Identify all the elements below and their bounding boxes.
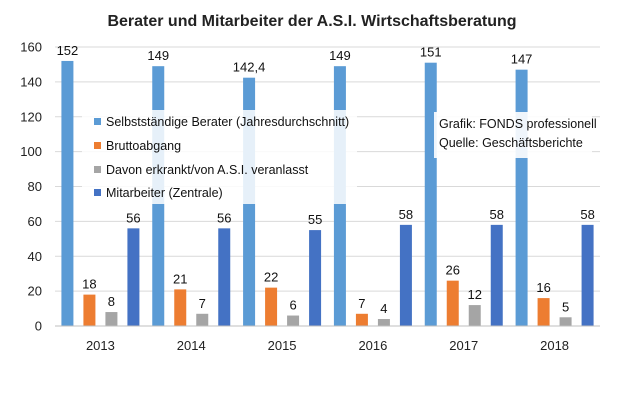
source-note-background — [434, 112, 592, 158]
y-tick-label: 0 — [35, 319, 42, 334]
source-note-line: Quelle: Geschäftsberichte — [439, 136, 583, 150]
legend-entry: Davon erkrankt/von A.S.I. veranlasst — [94, 163, 309, 177]
data-label: 152 — [57, 43, 79, 58]
bar — [515, 69, 528, 326]
data-label: 12 — [468, 287, 482, 302]
x-tick-label: 2018 — [540, 338, 569, 353]
bar — [174, 289, 187, 326]
data-label: 22 — [264, 270, 278, 285]
data-label: 18 — [82, 277, 96, 292]
legend-swatch — [94, 142, 101, 149]
legend-swatch — [94, 166, 101, 173]
data-label: 142,4 — [233, 60, 266, 75]
y-tick-label: 100 — [20, 144, 42, 159]
bar — [399, 224, 412, 326]
bar — [446, 280, 459, 326]
y-tick-label: 20 — [28, 284, 42, 299]
data-label: 56 — [126, 210, 140, 225]
x-tick-label: 2014 — [177, 338, 206, 353]
source-note: Grafik: FONDS professionell Quelle: Gesc… — [434, 112, 597, 158]
chart-title: Berater und Mitarbeiter der A.S.I. Wirts… — [107, 13, 516, 30]
legend-background — [82, 110, 357, 204]
data-label: 58 — [399, 207, 413, 222]
data-label: 21 — [173, 271, 187, 286]
data-label: 149 — [147, 48, 169, 63]
data-label: 56 — [217, 210, 231, 225]
bar — [83, 294, 96, 326]
legend-entry: Mitarbeiter (Zentrale) — [94, 186, 223, 200]
data-label: 6 — [289, 298, 296, 313]
bar — [581, 224, 594, 326]
x-tick-label: 2016 — [358, 338, 387, 353]
data-label: 5 — [562, 299, 569, 314]
data-label: 147 — [511, 52, 533, 67]
bar — [218, 228, 231, 326]
y-tick-label: 40 — [28, 249, 42, 264]
y-tick-label: 160 — [20, 40, 42, 55]
y-tick-label: 120 — [20, 109, 42, 124]
data-label: 16 — [536, 280, 550, 295]
x-tick-label: 2015 — [268, 338, 297, 353]
legend-swatch — [94, 118, 101, 125]
data-labels: 152 149 142,4 149 151 147 18 21 22 7 26 16 8 7 6 4 12 5 56… — [57, 43, 595, 316]
data-label: 4 — [380, 301, 387, 316]
bar — [105, 312, 118, 326]
bar — [424, 62, 437, 326]
x-tick-label: 2017 — [449, 338, 478, 353]
y-tick-label: 80 — [28, 179, 42, 194]
data-label: 151 — [420, 45, 442, 60]
y-tick-label: 140 — [20, 74, 42, 89]
legend-label: Mitarbeiter (Zentrale) — [106, 186, 223, 200]
data-label: 8 — [108, 294, 115, 309]
bar — [309, 230, 322, 326]
bar — [61, 60, 74, 326]
legend-label: Davon erkrankt/von A.S.I. veranlasst — [106, 163, 309, 177]
bar — [196, 313, 209, 326]
bar — [377, 319, 390, 326]
data-label: 7 — [199, 296, 206, 311]
bar — [355, 313, 368, 326]
data-label: 149 — [329, 48, 351, 63]
data-label: 58 — [580, 207, 594, 222]
legend-label: Selbstständige Berater (Jahresdurchschni… — [106, 115, 349, 129]
bar — [127, 228, 140, 326]
legend-label: Bruttoabgang — [106, 139, 181, 153]
bar — [287, 315, 300, 326]
axes: 0 20 40 60 80 100 120 140 160 2013 2014 2015 2016 201… — [20, 40, 600, 353]
data-label: 26 — [446, 263, 460, 278]
y-tick-label: 60 — [28, 214, 42, 229]
legend-swatch — [94, 189, 101, 196]
bar — [537, 298, 550, 326]
legend-entry: Selbstständige Berater (Jahresdurchschni… — [94, 115, 349, 129]
source-note-line: Grafik: FONDS professionell — [439, 117, 597, 131]
data-label: 55 — [308, 212, 322, 227]
bar — [265, 287, 278, 326]
bar — [559, 317, 572, 326]
data-label: 58 — [490, 207, 504, 222]
legend-entry: Bruttoabgang — [94, 139, 181, 153]
x-tick-label: 2013 — [86, 338, 115, 353]
bar — [490, 224, 503, 326]
bar — [468, 305, 481, 326]
data-label: 7 — [358, 296, 365, 311]
legend: Selbstständige Berater (Jahresdurchschni… — [82, 110, 357, 204]
